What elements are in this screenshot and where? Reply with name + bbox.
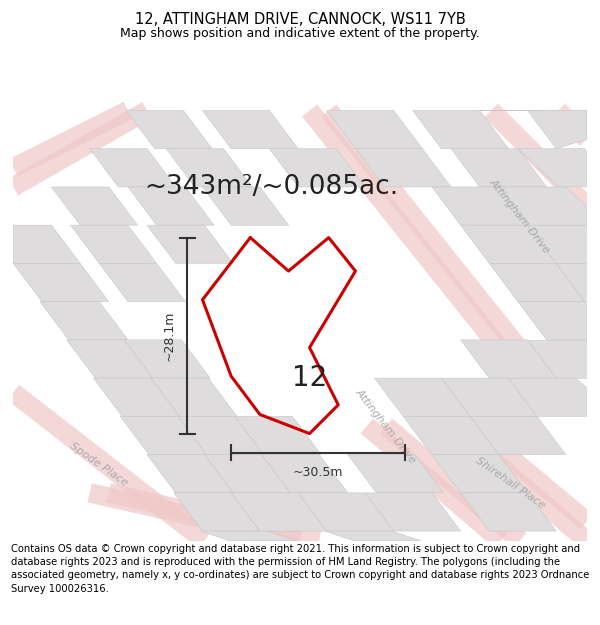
Polygon shape bbox=[451, 149, 547, 187]
Polygon shape bbox=[120, 416, 206, 454]
Polygon shape bbox=[527, 225, 587, 263]
Polygon shape bbox=[527, 111, 587, 149]
Polygon shape bbox=[470, 416, 566, 454]
Polygon shape bbox=[442, 378, 537, 416]
Text: 12: 12 bbox=[292, 364, 327, 392]
Polygon shape bbox=[262, 454, 348, 493]
Polygon shape bbox=[205, 454, 290, 493]
Polygon shape bbox=[13, 263, 109, 302]
Text: Attingham Drive: Attingham Drive bbox=[488, 176, 552, 255]
Text: Attingham Drive: Attingham Drive bbox=[354, 387, 418, 465]
Polygon shape bbox=[200, 531, 296, 541]
Polygon shape bbox=[499, 187, 587, 225]
Polygon shape bbox=[178, 416, 263, 454]
Polygon shape bbox=[556, 263, 587, 302]
Polygon shape bbox=[461, 225, 556, 263]
Polygon shape bbox=[174, 493, 260, 531]
Polygon shape bbox=[94, 378, 179, 416]
Polygon shape bbox=[13, 225, 80, 263]
Polygon shape bbox=[518, 149, 587, 187]
Polygon shape bbox=[461, 340, 556, 378]
Polygon shape bbox=[151, 378, 237, 416]
Text: ~28.1m: ~28.1m bbox=[163, 311, 176, 361]
Polygon shape bbox=[203, 187, 289, 225]
Polygon shape bbox=[147, 225, 233, 263]
Polygon shape bbox=[124, 340, 210, 378]
Polygon shape bbox=[374, 378, 470, 416]
Polygon shape bbox=[355, 149, 451, 187]
Polygon shape bbox=[489, 263, 585, 302]
Polygon shape bbox=[432, 454, 527, 493]
Polygon shape bbox=[90, 149, 176, 187]
Polygon shape bbox=[365, 493, 461, 531]
Polygon shape bbox=[40, 302, 128, 340]
Polygon shape bbox=[527, 340, 587, 378]
Polygon shape bbox=[432, 187, 527, 225]
Polygon shape bbox=[480, 111, 587, 139]
Text: Shirehall Place: Shirehall Place bbox=[474, 456, 547, 511]
Text: Spode Place: Spode Place bbox=[68, 441, 130, 488]
Polygon shape bbox=[128, 187, 214, 225]
Polygon shape bbox=[99, 263, 185, 302]
Polygon shape bbox=[413, 111, 508, 149]
Polygon shape bbox=[231, 493, 327, 531]
Polygon shape bbox=[52, 187, 137, 225]
Polygon shape bbox=[126, 111, 212, 149]
Polygon shape bbox=[348, 454, 443, 493]
Polygon shape bbox=[203, 111, 298, 149]
Polygon shape bbox=[71, 225, 157, 263]
Text: Contains OS data © Crown copyright and database right 2021. This information is : Contains OS data © Crown copyright and d… bbox=[11, 544, 589, 594]
Polygon shape bbox=[518, 302, 587, 340]
Polygon shape bbox=[461, 493, 556, 531]
Polygon shape bbox=[166, 149, 252, 187]
Text: ~30.5m: ~30.5m bbox=[293, 466, 343, 479]
Polygon shape bbox=[67, 340, 153, 378]
Polygon shape bbox=[403, 416, 499, 454]
Text: 12, ATTINGHAM DRIVE, CANNOCK, WS11 7YB: 12, ATTINGHAM DRIVE, CANNOCK, WS11 7YB bbox=[134, 12, 466, 27]
Polygon shape bbox=[269, 149, 365, 187]
Text: ~343m²/~0.085ac.: ~343m²/~0.085ac. bbox=[144, 174, 398, 200]
Polygon shape bbox=[325, 531, 421, 541]
Polygon shape bbox=[327, 111, 422, 149]
Polygon shape bbox=[508, 378, 587, 416]
Polygon shape bbox=[235, 416, 321, 454]
Polygon shape bbox=[147, 454, 233, 493]
Polygon shape bbox=[298, 493, 394, 531]
Text: Map shows position and indicative extent of the property.: Map shows position and indicative extent… bbox=[120, 27, 480, 40]
